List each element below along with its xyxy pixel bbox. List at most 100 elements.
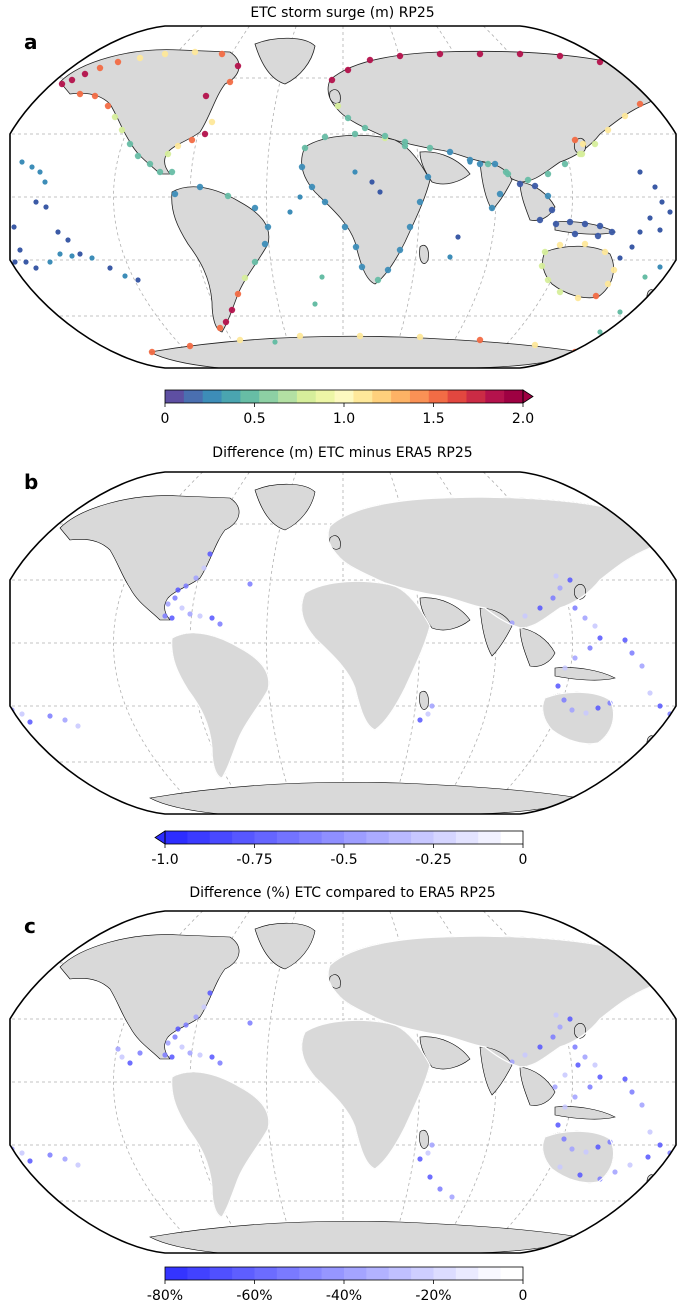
coast-australia <box>542 1130 615 1184</box>
difference-point <box>557 1164 563 1170</box>
difference-point <box>47 713 53 719</box>
surge-point <box>42 179 48 185</box>
surge-point <box>65 237 71 243</box>
difference-point <box>165 1040 171 1046</box>
surge-point <box>111 113 119 121</box>
difference-point <box>217 1060 223 1066</box>
surge-point <box>171 190 179 198</box>
panel-c: Difference (%) ETC compared to ERA5 RP25… <box>0 881 685 1313</box>
surge-point <box>319 274 325 280</box>
colorbar-segment <box>478 1267 502 1280</box>
difference-point <box>137 1050 143 1056</box>
difference-point <box>429 703 435 709</box>
colorbar-segment <box>500 1267 524 1280</box>
colorbar-segment <box>353 390 373 403</box>
surge-point <box>566 218 574 226</box>
difference-point <box>27 1158 33 1164</box>
map-clipped <box>10 911 676 1253</box>
difference-point <box>197 1052 203 1058</box>
land <box>59 922 656 1253</box>
difference-point <box>639 1102 645 1108</box>
colorbar-b: -1.0 -0.75 -0.5 -0.25 0 <box>151 830 527 868</box>
surge-point <box>234 62 242 70</box>
surge-point <box>23 259 29 265</box>
colorbar-tick-label: 0.5 <box>243 411 265 427</box>
surge-point <box>610 266 618 274</box>
surge-point <box>168 168 176 176</box>
colorbar-segment <box>165 831 188 844</box>
surge-point <box>134 152 142 160</box>
land-arabia <box>419 151 471 185</box>
difference-point <box>425 1150 431 1156</box>
difference-point <box>592 1062 598 1068</box>
surge-point <box>228 306 236 314</box>
surge-point <box>576 150 584 158</box>
surge-point <box>226 78 234 86</box>
colorbar-segment <box>315 390 336 403</box>
surge-point <box>541 248 549 256</box>
surge-point <box>69 253 75 259</box>
difference-point <box>247 581 253 587</box>
surge-point <box>581 240 589 248</box>
surge-point <box>647 215 653 221</box>
graticule-meridian <box>266 472 297 814</box>
surge-point <box>17 247 23 253</box>
difference-point <box>577 1172 583 1178</box>
surge-point <box>19 159 25 165</box>
difference-point <box>597 635 603 641</box>
difference-point <box>179 605 185 611</box>
difference-point <box>165 601 171 607</box>
map-border <box>9 25 677 369</box>
surge-point <box>608 228 616 236</box>
colorbar-segment <box>202 390 223 403</box>
surge-point <box>156 168 164 176</box>
difference-point <box>162 613 168 619</box>
surge-point <box>556 241 564 249</box>
difference-point <box>32 1224 38 1230</box>
surge-point <box>581 220 589 228</box>
colorbar-tick-label: -60% <box>236 1288 272 1304</box>
coast-australia <box>542 691 615 745</box>
surge-point <box>652 184 658 190</box>
land-madagascar <box>419 690 429 710</box>
surge-point <box>657 264 663 270</box>
surge-point <box>516 50 524 58</box>
surge-point <box>341 223 349 231</box>
surge-point <box>352 169 358 175</box>
colorbar-segment <box>485 390 505 403</box>
difference-point <box>575 1062 581 1068</box>
land-madagascar <box>419 1129 429 1149</box>
difference-point <box>645 1154 651 1160</box>
difference-point <box>597 1176 603 1182</box>
coastline-highlight <box>171 496 652 779</box>
difference-point <box>555 683 561 689</box>
colorbar-segment <box>411 1267 434 1280</box>
land-greenland <box>254 922 316 970</box>
surge-point <box>107 265 113 271</box>
surge-point <box>544 170 552 178</box>
surge-point <box>191 48 199 56</box>
surge-point <box>58 80 66 88</box>
difference-point <box>562 1104 568 1110</box>
surge-point <box>467 159 473 165</box>
difference-point <box>75 1162 81 1168</box>
panel-letter: b <box>24 470 39 494</box>
colorbar-segment <box>391 390 411 403</box>
surge-point <box>201 130 209 138</box>
map-border <box>9 471 677 815</box>
difference-point <box>592 623 598 629</box>
land-se-asia <box>519 627 556 667</box>
difference-point <box>10 1204 15 1210</box>
difference-point <box>62 1156 68 1162</box>
difference-point <box>47 1229 53 1235</box>
surge-point <box>571 136 579 144</box>
surge-point <box>146 160 154 168</box>
surge-point <box>361 124 369 132</box>
map-content <box>9 910 677 1254</box>
difference-point <box>197 613 203 619</box>
surge-point <box>436 50 444 58</box>
surge-point <box>356 332 364 340</box>
surge-point <box>308 183 316 191</box>
surge-point <box>188 136 196 144</box>
surge-point <box>544 192 552 200</box>
